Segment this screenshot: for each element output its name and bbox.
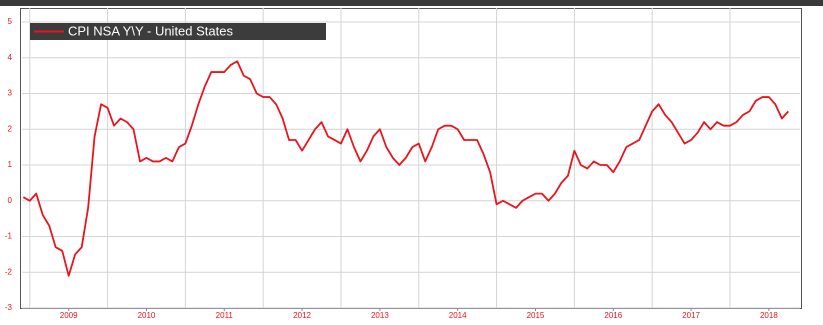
x-tick-label: 2016 — [604, 311, 622, 320]
y-tick-label: 2 — [8, 124, 13, 133]
plot-frame — [20, 8, 802, 309]
x-tick-label: 2009 — [60, 311, 78, 320]
x-tick-label: 2010 — [138, 311, 156, 320]
legend-box — [30, 23, 326, 40]
legend-label: CPI NSA Y\Y - United States — [68, 23, 233, 38]
top-bar — [0, 0, 823, 6]
y-tick-label: 1 — [8, 160, 13, 169]
x-tick-label: 2014 — [449, 311, 467, 320]
y-tick-label: -3 — [5, 303, 13, 312]
line-series — [22, 60, 789, 277]
x-tick-label: 2017 — [682, 311, 700, 320]
y-tick-label: -1 — [5, 232, 13, 241]
x-tick-label: 2018 — [760, 311, 778, 320]
y-tick-label: -2 — [5, 267, 13, 276]
y-tick-label: 0 — [8, 196, 13, 205]
x-tick-label: 2013 — [371, 311, 389, 320]
y-tick-label: 5 — [8, 17, 13, 26]
x-tick-label: 2011 — [216, 311, 234, 320]
y-tick-label: 3 — [8, 89, 13, 98]
y-tick-label: 4 — [8, 53, 13, 62]
x-tick-label: 2012 — [293, 311, 311, 320]
x-tick-label: 2015 — [527, 311, 545, 320]
